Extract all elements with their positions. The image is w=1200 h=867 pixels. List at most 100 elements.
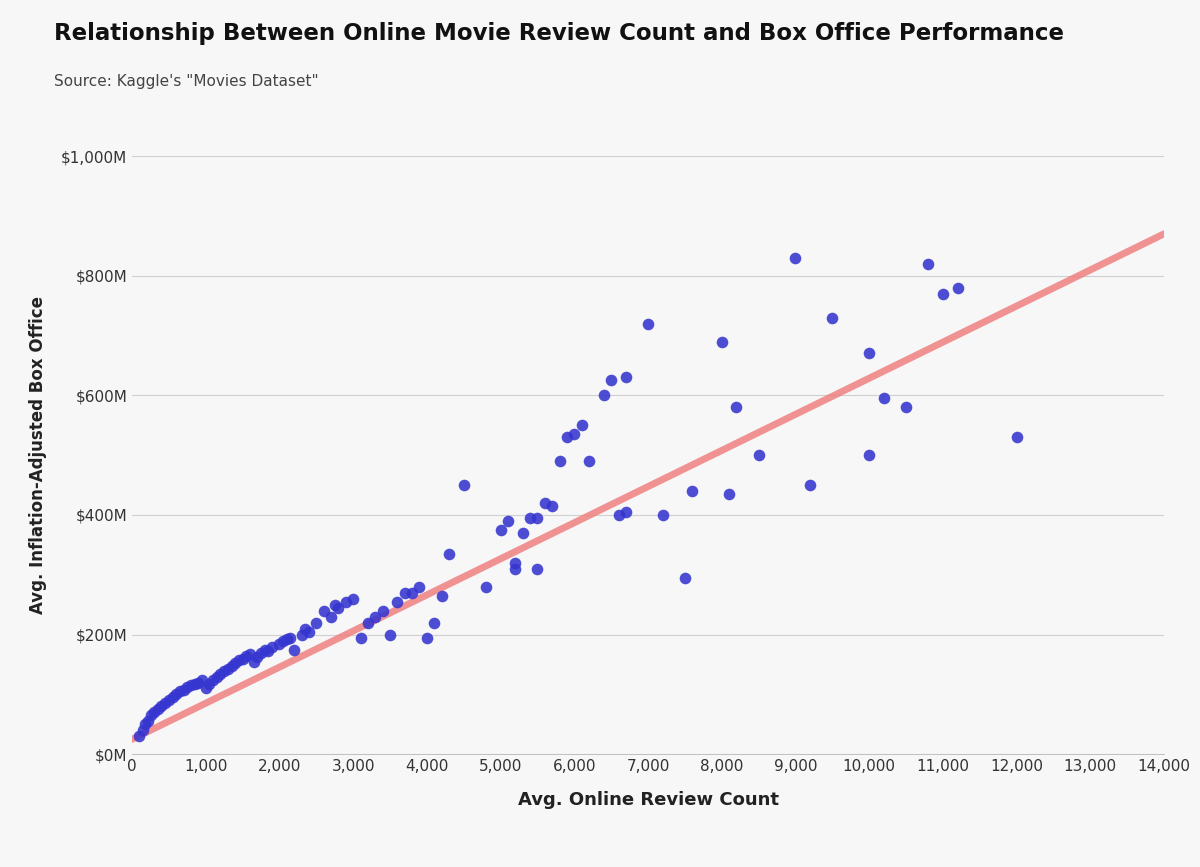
Point xyxy=(208,669,227,683)
Point xyxy=(676,570,695,584)
Point xyxy=(572,419,592,433)
Point xyxy=(170,685,190,699)
Point xyxy=(163,690,182,704)
Point xyxy=(720,487,739,501)
Point xyxy=(875,391,894,405)
Point xyxy=(144,706,163,720)
Point xyxy=(247,650,266,664)
Point xyxy=(149,702,168,716)
Point xyxy=(325,598,344,612)
Point xyxy=(204,673,223,687)
Point xyxy=(181,679,200,693)
Point xyxy=(683,484,702,498)
Point xyxy=(142,708,161,722)
Point xyxy=(402,586,421,600)
Point xyxy=(617,505,636,519)
Point xyxy=(749,448,768,462)
Point xyxy=(185,677,204,691)
Point xyxy=(244,655,263,668)
Point xyxy=(256,642,275,656)
Point xyxy=(295,622,314,636)
Point xyxy=(215,663,234,677)
Point xyxy=(188,675,208,689)
Point xyxy=(160,694,179,707)
Point xyxy=(388,595,407,609)
Point xyxy=(454,479,473,492)
Point xyxy=(410,580,430,594)
Point xyxy=(196,681,215,695)
Point xyxy=(727,401,746,414)
Point xyxy=(557,430,576,444)
Point xyxy=(550,454,569,468)
Point xyxy=(514,526,533,540)
Point xyxy=(292,628,311,642)
Point xyxy=(281,630,300,644)
Point xyxy=(322,610,341,623)
Point xyxy=(329,601,348,615)
Point xyxy=(601,374,620,388)
Y-axis label: Avg. Inflation-Adjusted Box Office: Avg. Inflation-Adjusted Box Office xyxy=(29,297,47,614)
Point xyxy=(432,589,451,603)
Point xyxy=(218,662,238,676)
Point xyxy=(1007,430,1026,444)
Point xyxy=(277,633,296,647)
Point xyxy=(823,310,842,324)
Point xyxy=(252,646,271,660)
Point xyxy=(373,603,392,617)
Point xyxy=(948,281,967,295)
Point xyxy=(270,636,289,650)
Point xyxy=(336,595,355,609)
Point xyxy=(617,370,636,384)
Point xyxy=(498,514,517,528)
Point xyxy=(226,656,245,670)
Point xyxy=(359,616,378,629)
Point xyxy=(366,610,385,623)
Point xyxy=(130,729,149,743)
Point xyxy=(859,448,878,462)
Point xyxy=(156,696,175,710)
Point xyxy=(439,547,458,561)
Point xyxy=(136,718,155,732)
Point xyxy=(505,556,524,570)
Text: Source: Kaggle's "Movies Dataset": Source: Kaggle's "Movies Dataset" xyxy=(54,74,319,88)
Point xyxy=(859,347,878,361)
Point xyxy=(314,603,334,617)
Point xyxy=(542,499,562,513)
Point xyxy=(653,508,672,522)
Point xyxy=(350,630,370,644)
Point xyxy=(528,511,547,525)
Point xyxy=(274,634,293,648)
Point xyxy=(580,454,599,468)
Point xyxy=(167,688,186,701)
Point xyxy=(786,251,805,264)
Point xyxy=(259,644,278,658)
Point xyxy=(199,677,220,691)
Point xyxy=(233,652,252,666)
Point xyxy=(491,523,510,537)
Point xyxy=(918,257,937,271)
Point xyxy=(222,659,241,673)
Point xyxy=(594,388,613,402)
Point xyxy=(505,562,524,576)
Point xyxy=(307,616,326,629)
Point xyxy=(934,287,953,301)
Point xyxy=(521,511,540,525)
Point xyxy=(418,630,437,644)
X-axis label: Avg. Online Review Count: Avg. Online Review Count xyxy=(517,791,779,809)
Point xyxy=(192,673,211,687)
Point xyxy=(178,681,197,694)
Point xyxy=(425,616,444,629)
Point xyxy=(565,427,584,441)
Point xyxy=(896,401,916,414)
Point xyxy=(712,335,731,349)
Point xyxy=(380,628,400,642)
Point xyxy=(638,316,658,330)
Point xyxy=(211,667,230,681)
Point xyxy=(299,625,318,639)
Point xyxy=(229,653,248,667)
Point xyxy=(240,647,259,661)
Point xyxy=(263,640,282,654)
Point xyxy=(535,496,554,510)
Text: Relationship Between Online Movie Review Count and Box Office Performance: Relationship Between Online Movie Review… xyxy=(54,22,1064,45)
Point xyxy=(139,714,158,728)
